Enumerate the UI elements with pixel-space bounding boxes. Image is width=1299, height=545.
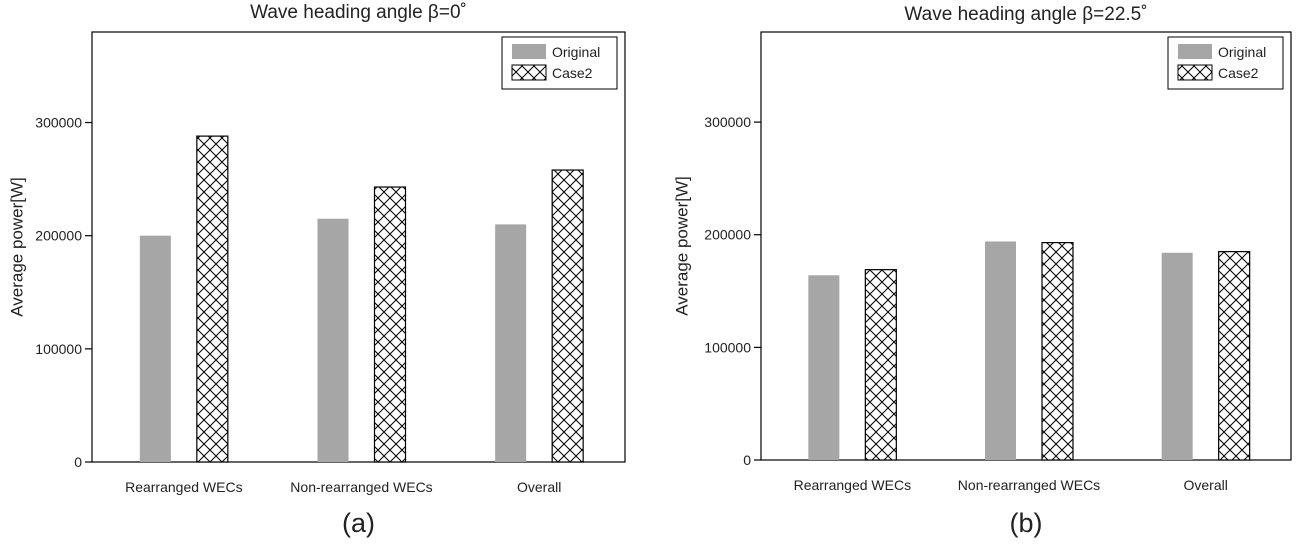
plot-frame: [760, 31, 1292, 461]
bar-original: [1161, 252, 1193, 460]
legend-swatch-case2: [1177, 64, 1213, 81]
legend-label: Case2: [552, 65, 593, 81]
bar-case2: [864, 269, 897, 461]
x-tick-label: Rearranged WECs: [125, 479, 243, 495]
legend-label: Original: [1218, 44, 1266, 60]
y-tick-label: 0: [743, 452, 751, 468]
y-tick-label: 300000: [35, 115, 82, 131]
bar-case2: [373, 186, 407, 463]
bar-original: [139, 235, 171, 462]
y-tick-label: 300000: [704, 114, 751, 130]
y-tick-label: 200000: [35, 228, 82, 244]
bar-case2: [1041, 242, 1074, 461]
x-tick-label: Rearranged WECs: [794, 477, 912, 493]
bar-original: [317, 218, 349, 462]
plot-frame: [91, 31, 626, 463]
y-axis-label: Average power[W]: [7, 177, 26, 317]
x-tick-label: Non-rearranged WECs: [958, 477, 1100, 493]
panel-label: (a): [342, 508, 375, 538]
bar-original: [985, 241, 1016, 460]
chart-title: Wave heading angle β=0˚: [250, 2, 467, 23]
bar-case2: [196, 135, 229, 463]
chart-title: Wave heading angle β=22.5˚: [904, 4, 1147, 25]
y-tick-label: 100000: [704, 339, 751, 355]
y-tick-label: 100000: [35, 341, 82, 357]
x-tick-label: Non-rearranged WECs: [290, 479, 432, 495]
y-axis-label: Average power[W]: [672, 176, 691, 316]
y-tick-label: 200000: [704, 227, 751, 243]
legend-swatch-original: [512, 44, 546, 59]
x-tick-label: Overall: [517, 479, 561, 495]
legend-label: Case2: [1218, 65, 1259, 81]
bar-case2: [1218, 251, 1251, 461]
legend-swatch-original: [1178, 44, 1212, 59]
x-tick-label: Overall: [1183, 477, 1227, 493]
bar-original: [495, 224, 527, 462]
panel-label: (b): [1010, 508, 1043, 538]
legend-label: Original: [552, 44, 600, 60]
bar-original: [808, 275, 840, 460]
legend-swatch-case2: [511, 64, 547, 81]
y-tick-label: 0: [74, 454, 82, 470]
bar-case2: [551, 169, 584, 463]
